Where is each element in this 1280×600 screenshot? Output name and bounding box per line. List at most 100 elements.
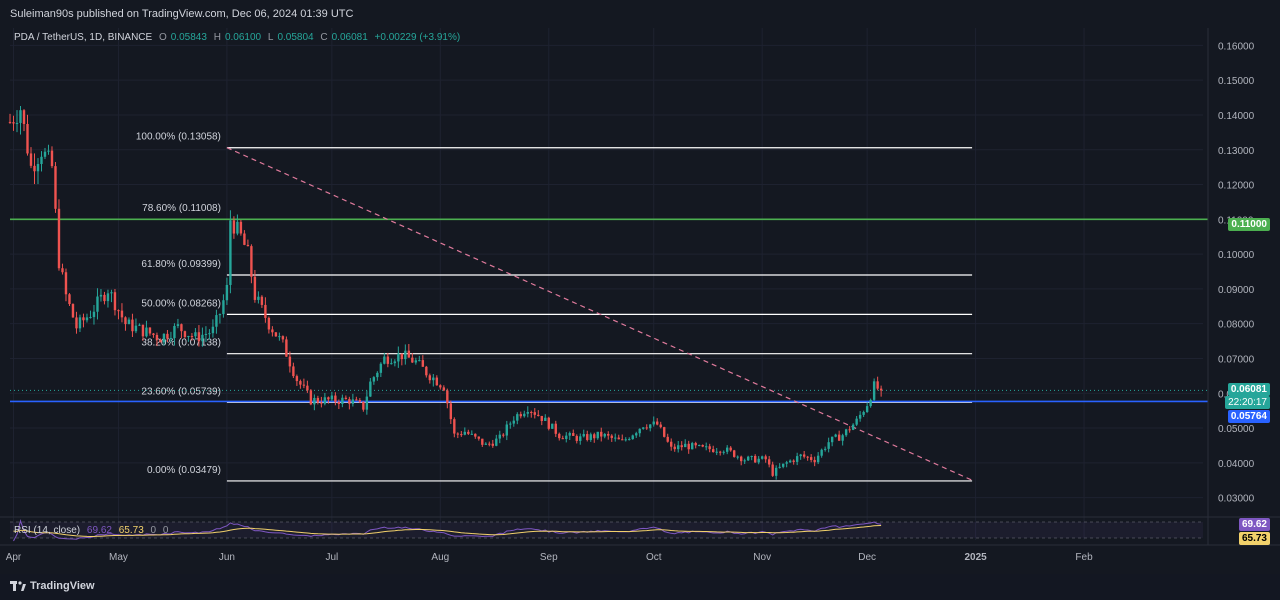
candle-body	[36, 164, 40, 172]
candle-body	[239, 221, 243, 234]
candle-body	[236, 221, 239, 234]
candle-body	[169, 337, 173, 339]
candle-body	[540, 415, 543, 421]
time-axis-label: Feb	[1075, 552, 1093, 563]
candle-body	[806, 456, 809, 458]
candle-body	[876, 381, 879, 389]
countdown-tag: 22:20:17	[1225, 396, 1270, 409]
candle-body	[463, 431, 467, 435]
candle-body	[855, 418, 858, 425]
candle-body	[708, 446, 711, 450]
candle-body	[246, 244, 250, 247]
candle-body	[386, 356, 390, 364]
candle-body	[204, 333, 208, 335]
candle-body	[516, 414, 519, 421]
candle-body	[481, 438, 484, 445]
time-axis-label: Sep	[540, 552, 558, 563]
candle-body	[120, 310, 124, 318]
candle-body	[460, 434, 463, 436]
candle-body	[712, 449, 715, 453]
candle-body	[190, 336, 194, 338]
candle-body	[71, 304, 75, 318]
resistance-price-tag: 0.11000	[1228, 218, 1270, 231]
candle-body	[274, 332, 278, 337]
candle-body	[64, 272, 68, 295]
candle-body	[376, 372, 379, 378]
candle-body	[663, 427, 666, 437]
candle-body	[267, 317, 271, 330]
candle-body	[628, 439, 631, 441]
candle-body	[645, 427, 648, 429]
candle-body	[603, 433, 606, 437]
candle-body	[684, 443, 687, 448]
candle-body	[631, 435, 634, 440]
tradingview-logo[interactable]: TradingView	[10, 580, 95, 592]
candle-body	[470, 433, 474, 435]
candle-body	[526, 411, 529, 414]
candle-body	[334, 395, 337, 402]
rsi-label[interactable]: RSI (14, close)	[14, 525, 81, 536]
candle-body	[551, 423, 554, 429]
candle-body	[54, 166, 57, 209]
candle-body	[138, 324, 141, 326]
candle-body	[729, 447, 732, 451]
candle-body	[764, 456, 767, 460]
candle-body	[484, 443, 488, 445]
candle-body	[187, 336, 190, 338]
candle-body	[666, 436, 669, 442]
candle-body	[589, 434, 592, 440]
candle-body	[792, 460, 795, 462]
candle-body	[218, 314, 222, 316]
candle-body	[369, 381, 372, 397]
price-axis-label: 0.14000	[1218, 111, 1255, 122]
time-axis-label: Jun	[219, 552, 235, 563]
rsi-ma-price-tag: 65.73	[1238, 532, 1270, 545]
candle-body	[176, 324, 180, 326]
time-axis-label: Dec	[858, 552, 876, 563]
candle-body	[509, 423, 512, 425]
candle-body	[155, 334, 159, 340]
candle-body	[110, 292, 113, 294]
candle-body	[211, 326, 215, 334]
candle-body	[512, 420, 515, 424]
candle-body	[180, 324, 183, 332]
candle-body	[725, 447, 729, 452]
candle-body	[411, 357, 414, 363]
time-axis-label: Aug	[431, 552, 449, 563]
candle-body	[617, 437, 620, 440]
candle-body	[477, 436, 481, 439]
symbol-label[interactable]: PDA / TetherUS, 1D, BINANCE	[14, 32, 153, 43]
candle-body	[732, 450, 736, 457]
candle-body	[292, 366, 295, 377]
candle-body	[341, 397, 344, 405]
candle-body	[848, 429, 851, 431]
candle-body	[750, 455, 753, 457]
candle-body	[428, 375, 432, 381]
candle-body	[778, 466, 781, 468]
candle-body	[435, 377, 439, 386]
candle-body	[677, 445, 680, 450]
candle-body	[99, 294, 103, 297]
candle-body	[103, 294, 106, 302]
candle-body	[771, 464, 774, 476]
candle-body	[757, 458, 760, 463]
time-axis-label: Jul	[325, 552, 338, 563]
price-axis-label: 0.10000	[1218, 250, 1255, 261]
candle-body	[746, 456, 750, 461]
horizontal-levels	[10, 218, 1208, 403]
candle-body	[57, 208, 61, 269]
candle-body	[257, 296, 260, 300]
price-axis-label: 0.05000	[1218, 424, 1255, 435]
price-axis-label: 0.08000	[1218, 320, 1255, 331]
price-axis-label: 0.12000	[1218, 181, 1255, 192]
price-axis-label: 0.04000	[1218, 459, 1255, 470]
candle-body	[691, 443, 694, 450]
candle-body	[302, 384, 306, 386]
candle-body	[649, 424, 652, 429]
rsi-pane	[10, 519, 1203, 542]
candle-body	[596, 431, 599, 439]
candle-body	[694, 443, 697, 446]
candle-body	[505, 424, 508, 436]
change-value: +0.00229 (+3.91%)	[374, 32, 461, 43]
